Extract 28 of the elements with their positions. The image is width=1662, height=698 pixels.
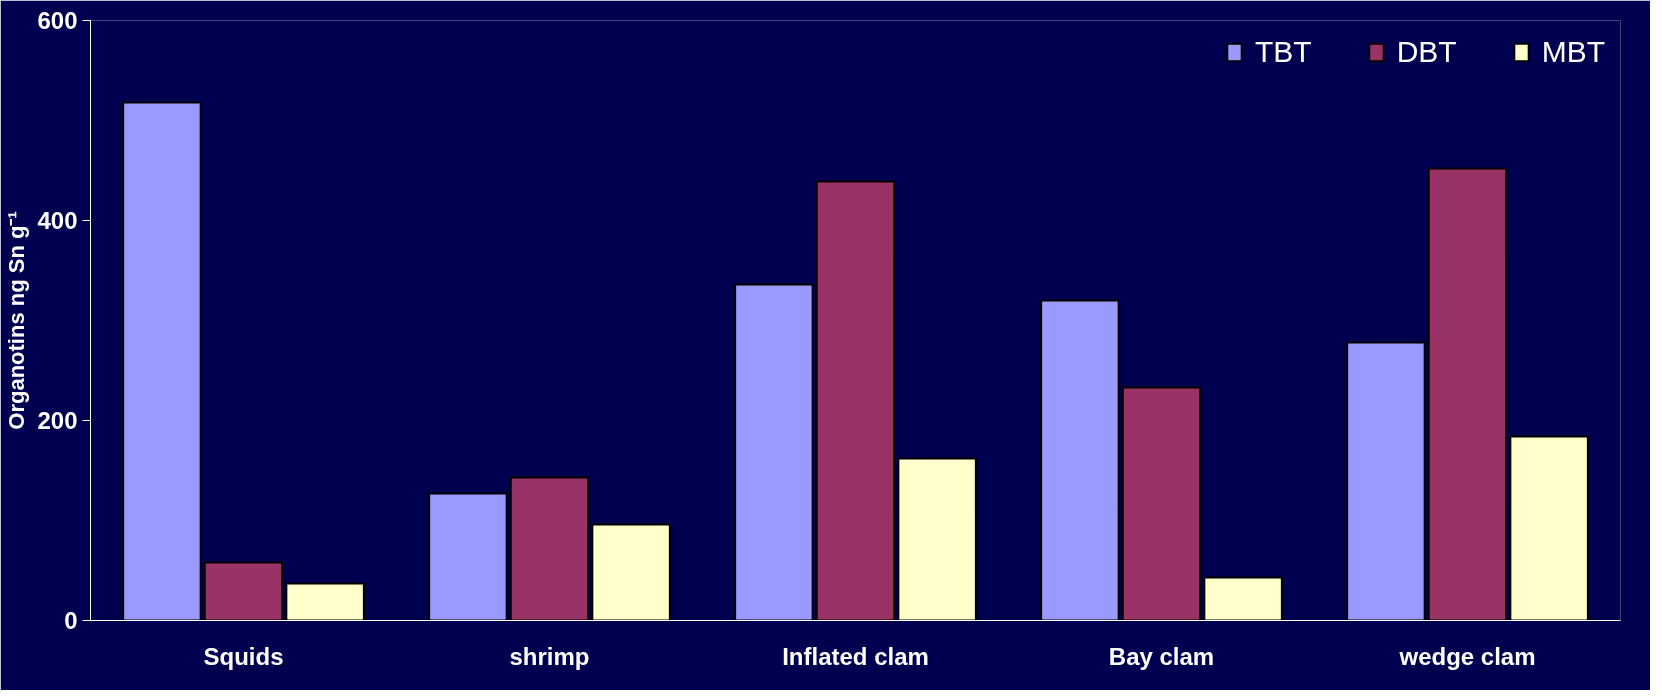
x-tick-label: shrimp — [509, 642, 590, 670]
bar — [734, 283, 814, 621]
bar — [1121, 386, 1202, 621]
bar — [897, 457, 977, 621]
legend-label: TBT — [1255, 35, 1312, 69]
bar — [1346, 341, 1426, 621]
y-tick-label: 600 — [37, 7, 78, 34]
bar — [428, 492, 508, 621]
y-tick-label: 200 — [37, 407, 78, 434]
bar — [509, 476, 590, 621]
x-tick-label: Squids — [203, 642, 284, 670]
bar — [285, 582, 365, 621]
bar — [815, 180, 896, 621]
x-tick-label: Bay clam — [1108, 642, 1215, 670]
bar — [122, 101, 202, 621]
bar — [1509, 435, 1589, 621]
legend-label: MBT — [1541, 35, 1605, 69]
bar — [591, 523, 671, 621]
bar — [1040, 299, 1120, 621]
legend-label: DBT — [1396, 35, 1457, 69]
bar — [1203, 576, 1283, 621]
x-tick-label: wedge clam — [1398, 642, 1536, 670]
bar — [1427, 167, 1508, 621]
y-tick-label: 400 — [37, 207, 78, 234]
y-axis-title: Organotins ng Sn g⁻¹ — [4, 211, 30, 430]
x-tick-label: Inflated clam — [782, 642, 929, 670]
y-tick-label: 0 — [64, 607, 78, 634]
bar — [203, 561, 284, 621]
